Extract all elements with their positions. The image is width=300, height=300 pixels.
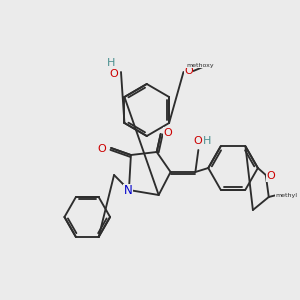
Text: O: O	[184, 66, 193, 76]
Text: O: O	[163, 128, 172, 138]
Text: H: H	[203, 136, 212, 146]
Text: O: O	[98, 144, 106, 154]
Text: O: O	[110, 69, 118, 79]
Text: methoxy: methoxy	[187, 62, 214, 68]
Text: methyl: methyl	[276, 194, 298, 199]
Text: N: N	[124, 184, 132, 197]
Text: H: H	[107, 58, 115, 68]
Text: O: O	[193, 136, 202, 146]
Text: O: O	[266, 171, 275, 181]
